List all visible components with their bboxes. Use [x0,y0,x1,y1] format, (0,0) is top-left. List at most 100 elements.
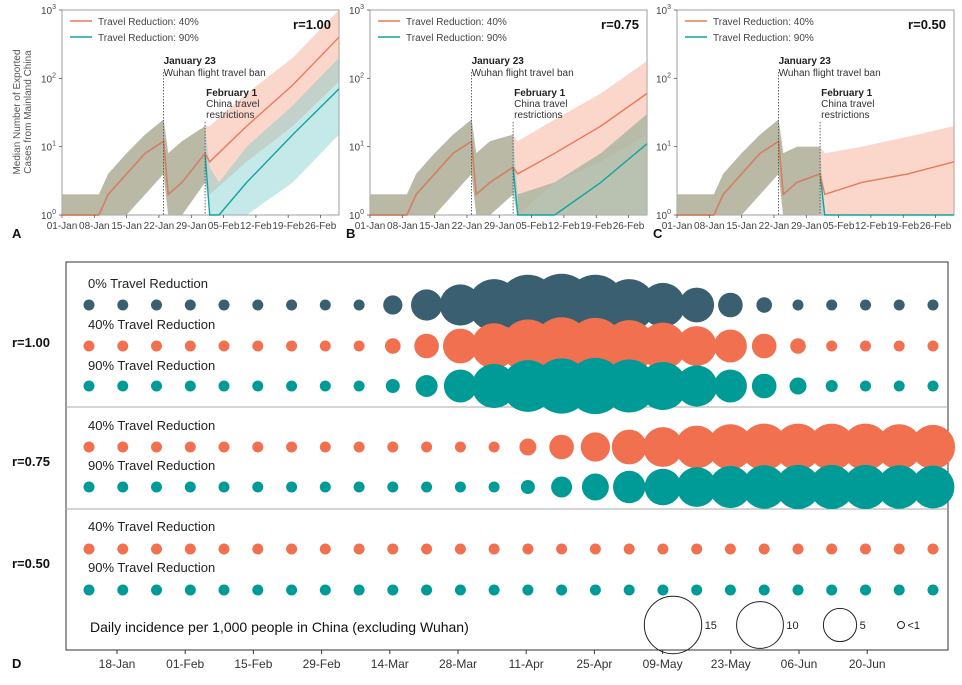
bubble [385,379,400,393]
y-tick-label: 100 [41,209,56,222]
bubble [724,543,736,555]
bubble [676,365,718,407]
bubble [826,340,838,352]
bubble [218,340,230,352]
x-tick-label: 22-Jan [144,221,175,232]
y-tick-label: 103 [656,4,671,17]
bubble [644,468,682,506]
legend-label: Travel Reduction: 90% [406,33,507,44]
y-tick-label: 103 [41,4,56,17]
bubble [640,282,686,328]
y-axis-label: Cases from Mainland China [23,50,34,174]
bubble [117,543,129,555]
bubble [184,584,196,596]
row-label: 40% Travel Reduction [88,418,215,433]
bubble [676,326,717,366]
x-tick-label: 15-Jan [726,221,757,232]
bubble [151,340,162,352]
y-tick-label: 102 [656,72,671,85]
x-tick-label: 26-Feb [613,221,645,232]
bubble [602,359,656,413]
bubble [675,425,719,469]
bubble [860,543,871,555]
bubble [83,380,95,392]
bubble [519,438,537,456]
x-tick-label: 05-Feb [516,221,548,232]
bubble [252,380,264,392]
bubble [421,441,433,453]
bubble [353,441,365,453]
bubble [286,543,298,555]
bubble [184,380,196,392]
y-tick-label: 101 [349,141,364,154]
bubble [775,464,821,510]
y-tick-label: 103 [349,4,364,17]
legend-label: Travel Reduction: 40% [713,17,814,28]
size-legend-label: 10 [786,620,798,632]
bubble [657,584,669,596]
bubble [893,543,905,555]
bubble [414,333,439,359]
bubble [387,441,399,453]
y-tick-label: 101 [41,141,56,154]
size-legend-circle [822,607,858,643]
bubble [387,481,399,493]
size-legend-circle [897,621,905,629]
size-legend-label: 15 [705,620,717,632]
x-tick-label: 09-May [643,657,683,671]
bubble [751,373,777,399]
y-tick-label: 100 [656,209,671,222]
row-label: 40% Travel Reduction [88,519,215,534]
bubble [286,340,298,352]
x-tick-label: 11-Apr [509,657,544,671]
bubble [353,543,365,555]
band-shared [62,119,206,215]
size-legend-circle [736,601,784,649]
event-text: China travel [821,99,874,110]
bubble [218,481,230,493]
bubble [184,299,196,311]
bubble [603,279,656,331]
x-tick-label: 26-Feb [305,221,337,232]
x-tick-label: 05-Feb [208,221,240,232]
bubble [353,299,365,311]
bubble [353,584,365,596]
r-label: r=1.00 [293,17,331,32]
x-tick-label: 15-Jan [419,221,450,232]
bubble [893,340,905,352]
bubble [691,543,703,555]
bubble [603,320,656,372]
bubble [83,543,95,555]
x-tick-label: 08-Jan [387,221,418,232]
bubble [556,543,568,555]
event-title: January 23 [472,56,525,67]
bubble [83,441,95,453]
panel-letter: C [653,226,663,241]
r-label: r=0.75 [601,17,639,32]
bubble [613,470,646,504]
x-tick-label: 15-Jan [111,221,142,232]
bubble [319,543,331,555]
bubble [319,340,331,352]
band-shared [370,119,514,215]
bubble [443,328,478,364]
bubble [522,584,534,596]
bubble [718,292,743,318]
bubble [319,380,331,392]
bubble [83,584,95,596]
bubble [319,299,331,311]
bubble [877,465,921,509]
bubble [218,441,230,453]
bubble [353,380,365,392]
x-tick-label: 12-Feb [240,221,272,232]
bubble [488,584,500,596]
series-line-40 [677,140,955,216]
bubble [184,481,196,493]
x-tick-label: 08-Jan [694,221,725,232]
x-tick-label: 01-Jan [662,221,693,232]
bubble [910,424,956,470]
bubble [713,329,747,363]
group-r-label: r=1.00 [12,335,50,350]
